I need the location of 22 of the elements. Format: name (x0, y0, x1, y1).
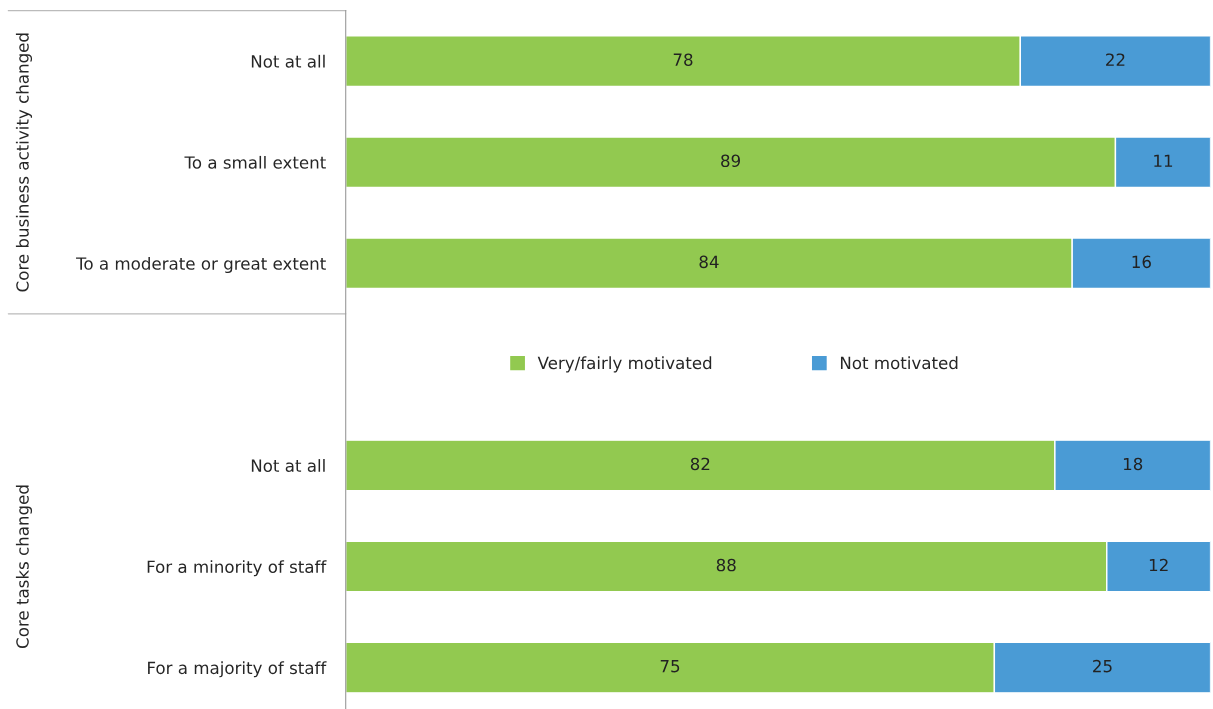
text: Core business activity changed (15, 33, 33, 292)
data-label: 84 (699, 255, 719, 269)
data-label: 12 (1149, 558, 1168, 572)
data-label: 18 (1123, 457, 1143, 471)
data-label: 78 (673, 53, 693, 66)
y-tick-label: Not at all (251, 54, 325, 68)
legend-label: Not motivated (840, 356, 958, 370)
data-label: 89 (721, 154, 740, 168)
y-tick-label: Not at all (251, 459, 325, 472)
y-tick-label: For a minority of staff (147, 560, 327, 577)
data-label: 88 (716, 558, 736, 572)
data-label: 25 (1093, 659, 1112, 673)
data-label: 16 (1132, 255, 1151, 269)
text: Core tasks changed (15, 485, 33, 648)
y-tick-label: To a small extent (184, 155, 326, 169)
legend-label: Very/fairly motivated (537, 356, 712, 373)
y-tick-label: To a moderate or great extent (76, 256, 326, 274)
data-label: 11 (1154, 154, 1173, 167)
data-label: 75 (660, 660, 680, 673)
y-tick-label: For a majority of staff (148, 661, 327, 678)
data-label: 22 (1106, 53, 1125, 66)
data-label: 82 (690, 457, 710, 471)
